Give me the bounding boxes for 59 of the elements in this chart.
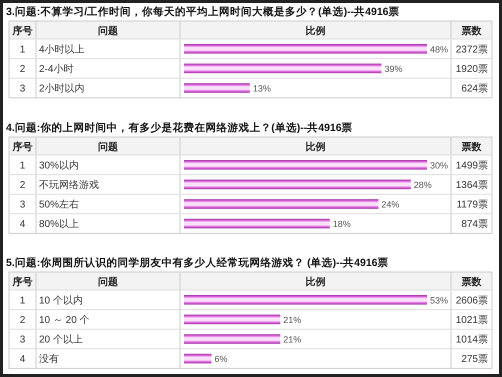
text: 874票	[461, 219, 488, 230]
data-label: 21%	[283, 334, 302, 344]
text: 1	[20, 295, 26, 306]
chart-title: 5.问题:你周围所认识的同学朋友中有多少人经常玩网络游戏？ (单选)--共4916票	[6, 256, 389, 269]
text: 1	[20, 44, 26, 56]
y-tick-label: 10 个以内	[39, 294, 83, 306]
text: 3	[20, 84, 26, 94]
text: 2	[20, 180, 26, 191]
text: 1920票	[456, 64, 488, 75]
text: 1014票	[456, 334, 488, 346]
y-tick-label: 30%以内	[39, 159, 80, 172]
text: 1	[20, 160, 26, 172]
y-tick-label: 80%以上	[39, 218, 80, 230]
data-label: 13%	[252, 84, 271, 94]
text: 1499票	[456, 160, 488, 172]
text: 比例	[306, 276, 326, 288]
text: 1364票	[456, 180, 488, 191]
data-label: 30%	[430, 160, 448, 170]
y-tick-label: 10 ～ 20 个	[39, 314, 90, 326]
y-tick-label: 2小时以内	[39, 82, 85, 94]
text: 4	[20, 354, 26, 366]
text: 4	[20, 219, 26, 230]
text: 比例	[306, 141, 326, 153]
data-label: 24%	[381, 200, 400, 210]
chart-title: 3.问题:不算学习/工作时间，你每天的平均上网时间大概是多少？(单选)--共4916票	[6, 5, 400, 18]
text: 问题	[98, 276, 118, 288]
text: 问题	[98, 25, 118, 37]
chart-title: 4.问题:你的上网时间中，有多少是花费在网络游戏上？(单选)--共4916票	[6, 121, 353, 134]
y-tick-label: 2-4小时	[39, 62, 74, 75]
text: 序号	[12, 25, 32, 37]
data-label: 48%	[430, 44, 448, 54]
text: 票数	[460, 141, 482, 153]
data-label: 28%	[414, 180, 432, 190]
text: 2606票	[456, 295, 488, 306]
text: 票数	[460, 25, 482, 37]
text: 序号	[12, 141, 32, 153]
data-label: 18%	[332, 219, 351, 230]
y-tick-label: 20 个以上	[39, 334, 83, 346]
y-tick-label: 不玩网络游戏	[39, 178, 99, 191]
text: 3	[20, 334, 26, 346]
data-label: 39%	[384, 64, 402, 74]
y-tick-label: 4小时以上	[39, 43, 85, 56]
text: 1179票	[456, 200, 488, 210]
text: 1021票	[456, 314, 488, 326]
text: 3	[20, 200, 26, 210]
text: 问题	[98, 141, 118, 153]
data-label: 53%	[430, 295, 448, 306]
data-label: 21%	[283, 314, 302, 325]
text: 275票	[461, 354, 488, 366]
y-tick-label: 50%左右	[39, 198, 80, 210]
text: 624票	[461, 84, 488, 94]
data-label: 6%	[214, 354, 228, 364]
text: 比例	[306, 25, 326, 37]
text: 票数	[460, 276, 482, 288]
text: 2	[20, 64, 26, 75]
text: 2372票	[456, 44, 488, 56]
text: 2	[20, 314, 26, 326]
text: 序号	[12, 276, 32, 288]
y-tick-label: 没有	[39, 353, 59, 366]
